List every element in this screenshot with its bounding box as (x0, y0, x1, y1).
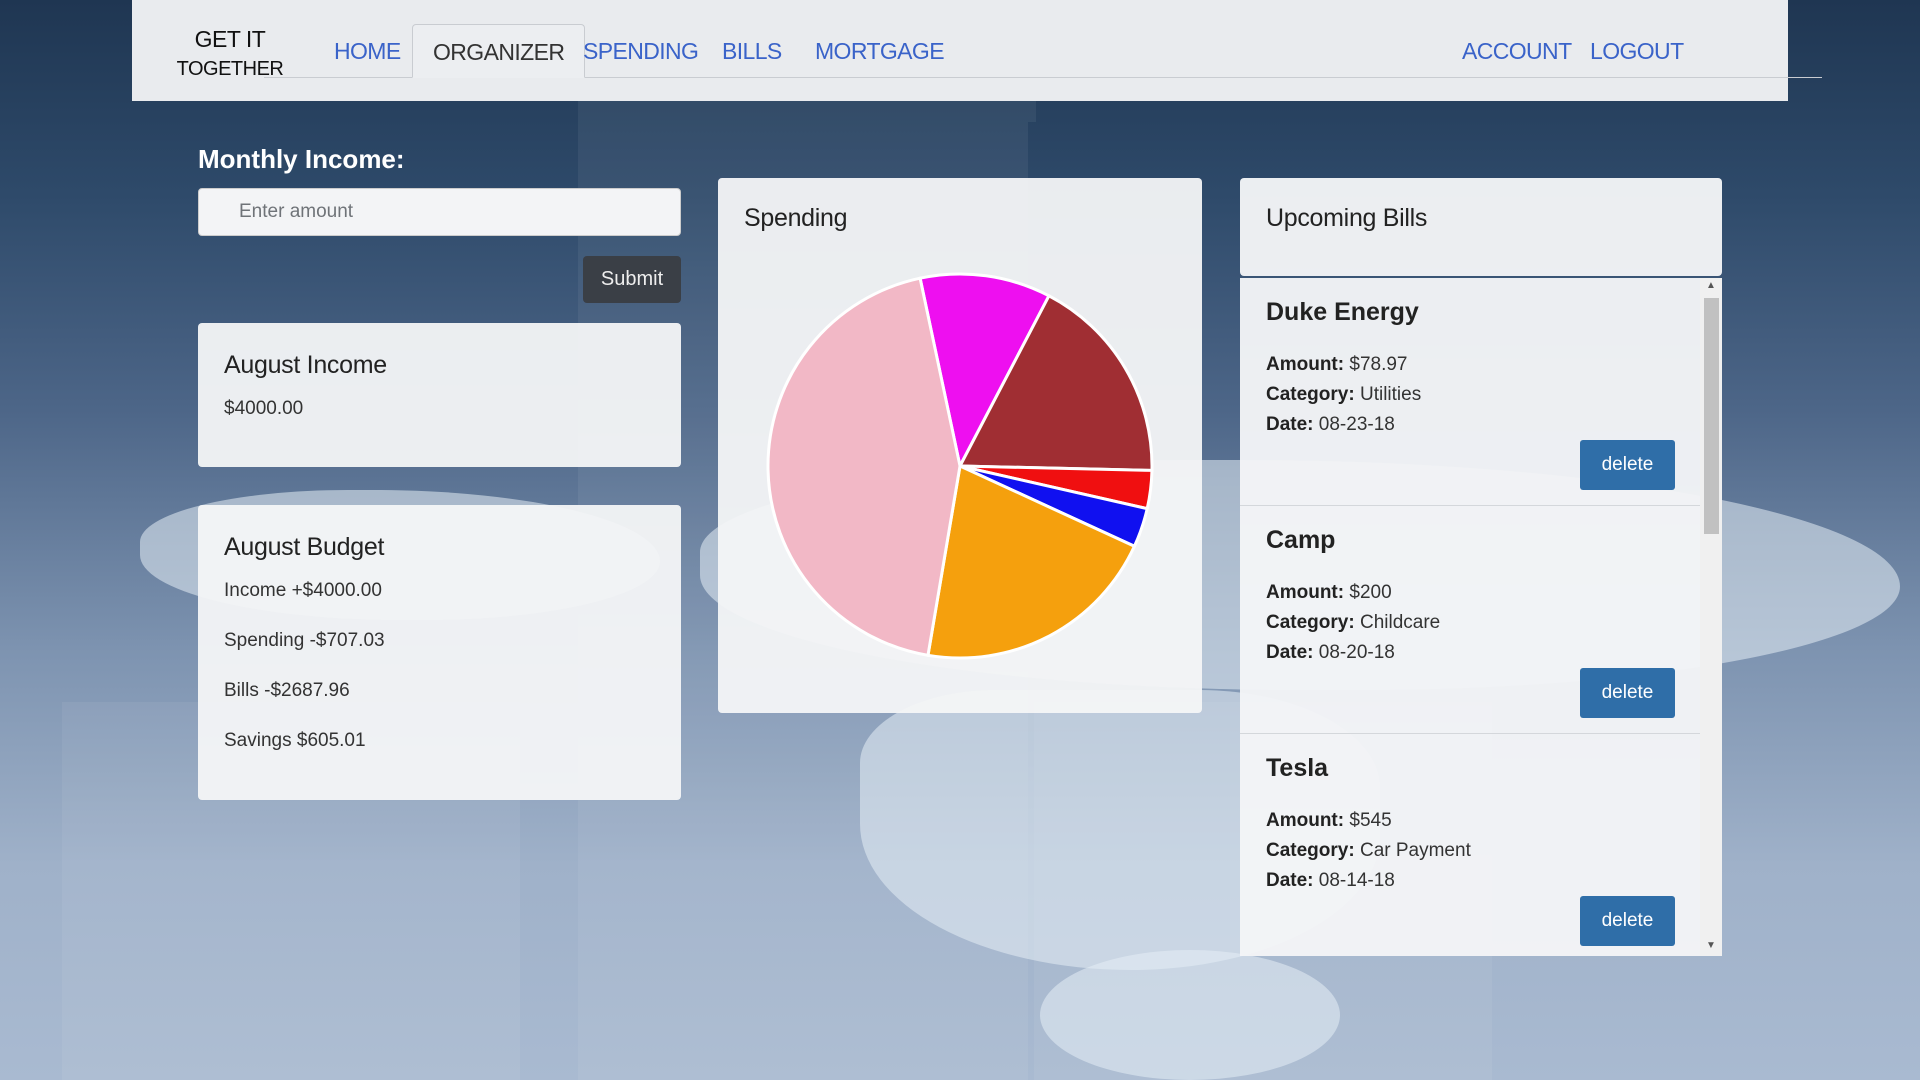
bill-amount: $545 (1349, 810, 1392, 831)
nav-account[interactable]: ACCOUNT (1462, 38, 1572, 64)
bill-name: Camp (1266, 526, 1336, 554)
bill-amount-row: Amount: $200 (1266, 582, 1392, 604)
bill-amount-label: Amount: (1266, 582, 1345, 603)
bill-amount-label: Amount: (1266, 810, 1345, 831)
bill-item: Duke Energy Amount: $78.97 Category: Uti… (1240, 278, 1700, 506)
pie-slice-4[interactable] (926, 463, 1137, 660)
budget-income: Income +$4000.00 (224, 580, 382, 601)
bills-list[interactable]: Duke Energy Amount: $78.97 Category: Uti… (1240, 278, 1722, 956)
nav-organizer[interactable]: ORGANIZER (412, 24, 586, 78)
delete-bill-button[interactable]: delete (1580, 668, 1675, 718)
bill-date-label: Date: (1266, 870, 1314, 891)
nav-logout[interactable]: LOGOUT (1590, 38, 1684, 64)
pie-slice-0[interactable] (918, 272, 1051, 471)
bill-amount-label: Amount: (1266, 354, 1345, 375)
top-navbar: GET IT TOGETHER HOME ORGANIZER SPENDING … (132, 0, 1822, 101)
nav-spending[interactable]: SPENDING (583, 38, 699, 64)
budget-bills: Bills -$2687.96 (224, 680, 350, 701)
income-card-title: August Income (224, 351, 387, 379)
nav-home[interactable]: HOME (334, 38, 401, 64)
brand-logo[interactable]: GET IT TOGETHER (152, 24, 308, 84)
bill-item: Camp Amount: $200 Category: Childcare Da… (1240, 506, 1700, 734)
budget-card: August Budget Income +$4000.00 Spending … (198, 505, 681, 800)
bill-date-row: Date: 08-20-18 (1266, 642, 1395, 664)
income-card-value: $4000.00 (224, 398, 304, 419)
budget-card-title: August Budget (224, 533, 385, 561)
map-continent (1040, 950, 1340, 1080)
bill-amount-row: Amount: $78.97 (1266, 354, 1408, 376)
bill-date-label: Date: (1266, 414, 1314, 435)
income-card: August Income $4000.00 (198, 323, 681, 467)
bill-date: 08-23-18 (1318, 414, 1395, 435)
nav-divider (264, 77, 1822, 78)
bills-header-card: Upcoming Bills (1240, 178, 1722, 276)
bill-name: Duke Energy (1266, 298, 1419, 326)
monthly-income-input[interactable] (198, 188, 681, 236)
nav-mortgage[interactable]: MORTGAGE (815, 38, 945, 64)
bill-category: Utilities (1359, 384, 1422, 405)
bill-amount: $78.97 (1349, 354, 1408, 375)
monthly-income-label: Monthly Income: (198, 144, 405, 174)
bill-category: Childcare (1359, 612, 1441, 633)
bill-name: Tesla (1266, 754, 1329, 782)
pie-slice-5[interactable] (766, 276, 962, 658)
spending-card: Spending (718, 178, 1202, 713)
bill-date: 08-14-18 (1318, 870, 1395, 891)
bill-category-row: Category: Childcare (1266, 612, 1440, 634)
delete-bill-button[interactable]: delete (1580, 896, 1675, 946)
bill-category: Car Payment (1359, 840, 1471, 861)
bill-category-row: Category: Utilities (1266, 384, 1421, 406)
scroll-down-arrow-icon[interactable]: ▼ (1706, 940, 1716, 951)
pie-slice-1[interactable] (957, 293, 1154, 472)
submit-button[interactable]: Submit (583, 256, 681, 303)
spending-card-title: Spending (744, 204, 848, 232)
brand-line-2: TOGETHER (176, 58, 284, 80)
budget-spending: Spending -$707.03 (224, 630, 385, 651)
nav-bills[interactable]: BILLS (722, 38, 782, 64)
bills-scrollbar-thumb[interactable] (1704, 298, 1719, 534)
bill-category-label: Category: (1266, 612, 1355, 633)
scroll-up-arrow-icon[interactable]: ▲ (1706, 280, 1716, 291)
bill-amount-row: Amount: $545 (1266, 810, 1392, 832)
bill-date-row: Date: 08-23-18 (1266, 414, 1395, 436)
bill-category-row: Category: Car Payment (1266, 840, 1471, 862)
bill-date-row: Date: 08-14-18 (1266, 870, 1395, 892)
bill-item: Tesla Amount: $545 Category: Car Payment… (1240, 734, 1700, 956)
brand-line-1: GET IT (194, 26, 266, 52)
bill-amount: $200 (1349, 582, 1392, 603)
bill-date-label: Date: (1266, 642, 1314, 663)
bill-date: 08-20-18 (1318, 642, 1395, 663)
bill-category-label: Category: (1266, 384, 1355, 405)
budget-savings: Savings $605.01 (224, 730, 366, 751)
delete-bill-button[interactable]: delete (1580, 440, 1675, 490)
spending-pie-chart (766, 272, 1154, 660)
bill-category-label: Category: (1266, 840, 1355, 861)
bills-title: Upcoming Bills (1266, 204, 1428, 232)
